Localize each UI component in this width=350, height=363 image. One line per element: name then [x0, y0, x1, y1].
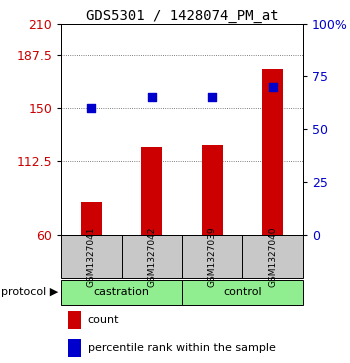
- Text: GSM1327041: GSM1327041: [87, 226, 96, 287]
- Text: control: control: [223, 287, 262, 297]
- Point: [270, 84, 275, 90]
- Bar: [242, 234, 303, 278]
- Title: GDS5301 / 1428074_PM_at: GDS5301 / 1428074_PM_at: [86, 9, 278, 23]
- Point: [89, 105, 94, 111]
- Bar: [182, 280, 303, 305]
- Bar: [69, 310, 81, 329]
- Text: castration: castration: [94, 287, 150, 297]
- Text: protocol ▶: protocol ▶: [1, 287, 58, 297]
- Bar: [182, 234, 242, 278]
- Bar: [81, 202, 102, 234]
- Point: [209, 94, 215, 100]
- Bar: [61, 280, 182, 305]
- Text: GSM1327039: GSM1327039: [208, 226, 217, 287]
- Text: GSM1327040: GSM1327040: [268, 226, 277, 287]
- Bar: [141, 147, 162, 234]
- Bar: [202, 144, 223, 234]
- Bar: [262, 69, 283, 234]
- Point: [149, 94, 155, 100]
- Bar: [122, 234, 182, 278]
- Text: count: count: [88, 315, 119, 325]
- Bar: [69, 339, 81, 357]
- Text: GSM1327042: GSM1327042: [147, 226, 156, 286]
- Bar: [61, 234, 122, 278]
- Text: percentile rank within the sample: percentile rank within the sample: [88, 343, 276, 353]
